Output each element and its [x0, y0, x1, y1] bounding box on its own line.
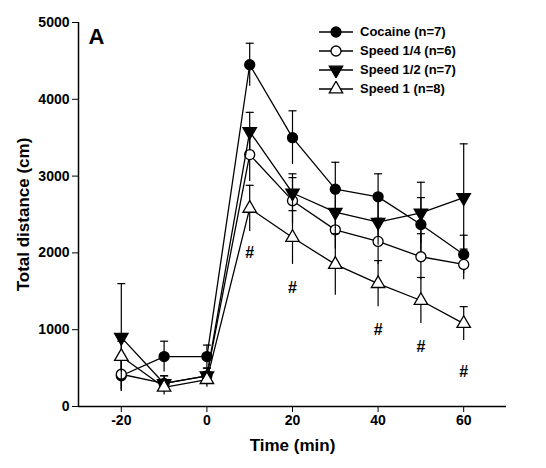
- svg-text:#: #: [245, 244, 254, 261]
- svg-text:#: #: [459, 363, 468, 380]
- svg-text:20: 20: [285, 412, 301, 428]
- svg-text:Total distance (cm): Total distance (cm): [14, 138, 33, 292]
- svg-text:60: 60: [456, 412, 472, 428]
- svg-text:40: 40: [370, 412, 386, 428]
- svg-text:3000: 3000: [38, 168, 69, 184]
- html-text:Cocaine (n=7): Cocaine (n=7): [360, 24, 446, 39]
- svg-text:5000: 5000: [38, 14, 69, 30]
- html-text:Speed 1/4 (n=6): Speed 1/4 (n=6): [360, 43, 456, 58]
- svg-text:0: 0: [203, 412, 211, 428]
- svg-text:#: #: [374, 321, 383, 338]
- html-text:Speed 1/2 (n=7): Speed 1/2 (n=7): [360, 62, 456, 77]
- svg-text:-20: -20: [111, 412, 131, 428]
- svg-text:0: 0: [62, 398, 70, 414]
- svg-text:#: #: [288, 279, 297, 296]
- svg-text:Time (min): Time (min): [250, 436, 336, 455]
- svg-text:A: A: [89, 24, 105, 49]
- svg-text:2000: 2000: [38, 244, 69, 260]
- html-text:Speed 1 (n=8): Speed 1 (n=8): [360, 81, 445, 96]
- svg-text:1000: 1000: [38, 321, 69, 337]
- svg-text:4000: 4000: [38, 91, 69, 107]
- svg-text:#: #: [416, 338, 425, 355]
